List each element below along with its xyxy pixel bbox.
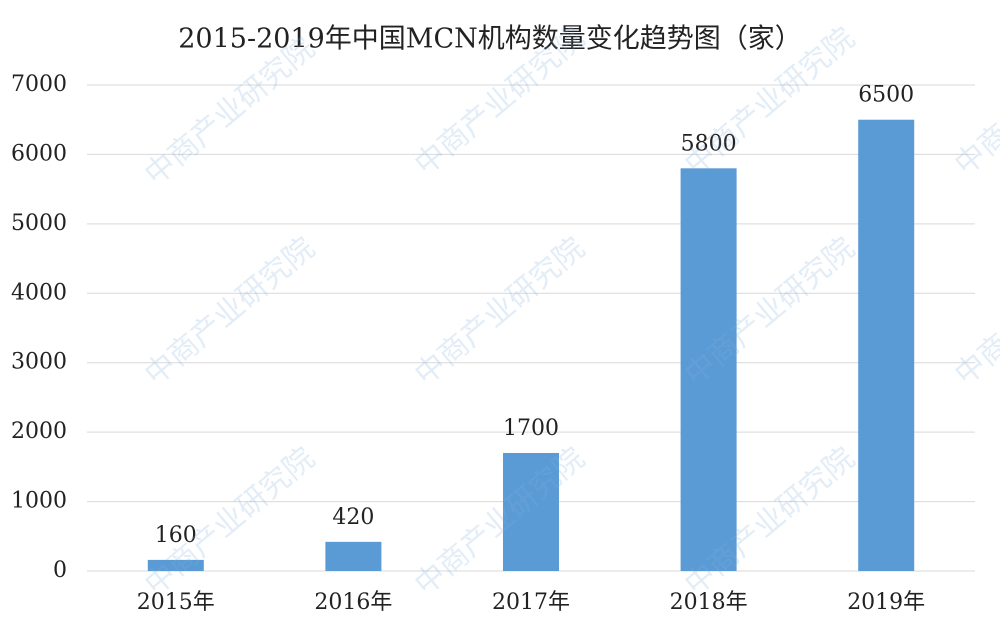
bar (325, 541, 382, 571)
x-tick-label: 2019年 (847, 590, 925, 615)
data-label: 160 (155, 523, 197, 548)
y-tick-label: 7000 (11, 72, 67, 97)
bar (680, 168, 737, 572)
watermark: 中商产业研究院 (138, 231, 321, 393)
data-label: 420 (332, 505, 374, 530)
watermark: 中商产业研究院 (948, 231, 1000, 393)
x-tick-label: 2015年 (137, 590, 215, 615)
x-tick-label: 2018年 (670, 590, 748, 615)
chart-title: 2015-2019年中国MCN机构数量变化趋势图（家） (178, 24, 801, 55)
bar (503, 452, 559, 571)
x-tick-label: 2016年 (314, 590, 392, 615)
y-tick-label: 5000 (11, 211, 67, 236)
watermark: 中商产业研究院 (138, 31, 321, 193)
bar (147, 559, 204, 571)
y-tick-label: 2000 (11, 419, 67, 444)
y-tick-label: 1000 (11, 489, 67, 514)
watermark: 中商产业研究院 (138, 441, 321, 603)
data-label: 6500 (858, 83, 914, 108)
y-tick-label: 6000 (11, 141, 67, 166)
y-tick-label: 3000 (11, 350, 67, 375)
bar (858, 119, 915, 571)
x-tick-label: 2017年 (492, 590, 570, 615)
watermark: 中商产业研究院 (408, 441, 591, 603)
data-label: 1700 (503, 416, 559, 441)
y-tick-label: 4000 (11, 280, 67, 305)
watermark: 中商产业研究院 (408, 231, 591, 393)
data-label: 5800 (681, 131, 737, 156)
y-tick-label: 0 (53, 558, 67, 583)
watermark: 中商产业研究院 (948, 21, 1000, 183)
